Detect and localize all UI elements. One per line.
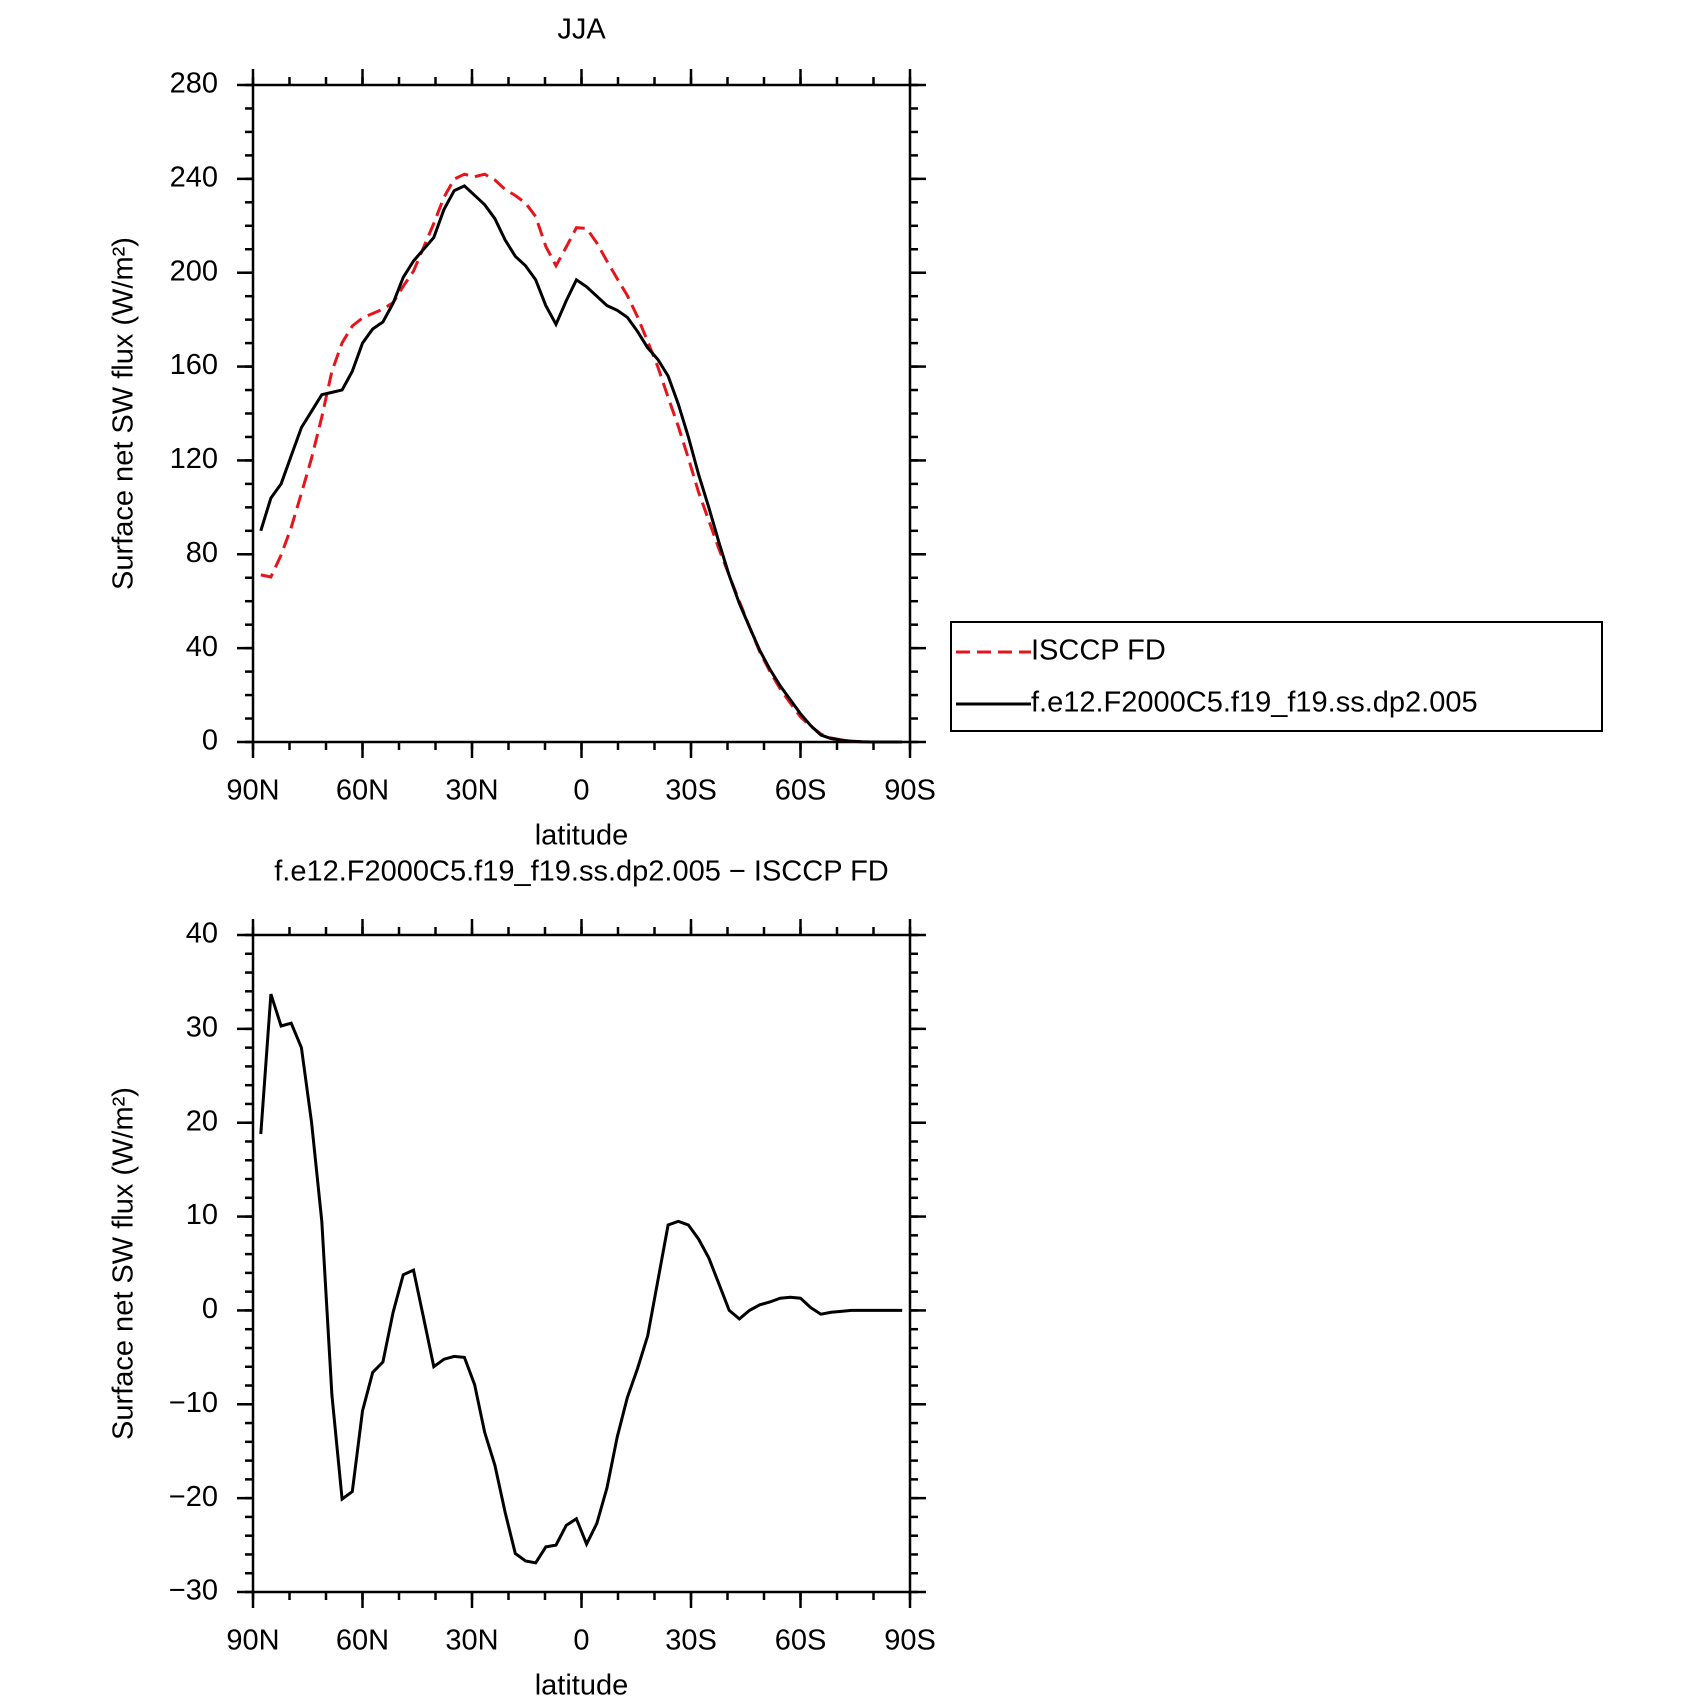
chart-title: f.e12.F2000C5.f19_f19.ss.dp2.005 − ISCCP…	[274, 856, 888, 888]
y-tick-label: 240	[170, 162, 218, 194]
y-tick-label: −10	[169, 1387, 218, 1419]
x-tick-label: 60N	[336, 1625, 389, 1657]
y-tick-label: 0	[202, 725, 218, 757]
y-tick-label: 200	[170, 255, 218, 287]
legend-box	[950, 621, 1603, 732]
x-tick-label: 90N	[226, 775, 279, 807]
y-tick-label: 80	[186, 537, 218, 569]
x-axis-label: latitude	[535, 820, 629, 852]
y-tick-label: 30	[186, 1012, 218, 1044]
y-tick-label: 160	[170, 349, 218, 381]
y-tick-label: 40	[186, 631, 218, 663]
x-tick-label: 30N	[445, 1625, 498, 1657]
y-tick-label: 120	[170, 443, 218, 475]
y-tick-label: 0	[202, 1293, 218, 1325]
x-tick-label: 60S	[775, 1625, 827, 1657]
y-axis-label: Surface net SW flux (W/m²)	[108, 1087, 140, 1440]
x-tick-label: 30N	[445, 775, 498, 807]
series-line	[259, 993, 903, 1565]
legend-label: f.e12.F2000C5.f19_f19.ss.dp2.005	[1031, 687, 1478, 719]
chart-title: JJA	[557, 14, 606, 46]
series-line	[260, 172, 903, 744]
x-tick-label: 60S	[775, 775, 827, 807]
x-axis-label: latitude	[535, 1670, 629, 1702]
x-tick-label: 0	[573, 1625, 589, 1657]
legend-label: ISCCP FD	[1031, 635, 1166, 667]
series-line	[259, 184, 903, 744]
x-tick-label: 0	[573, 775, 589, 807]
x-tick-label: 90S	[884, 1625, 936, 1657]
y-axis-label: Surface net SW flux (W/m²)	[108, 237, 140, 590]
y-tick-label: −20	[169, 1481, 218, 1513]
x-tick-label: 60N	[336, 775, 389, 807]
y-tick-label: −30	[169, 1575, 218, 1607]
y-tick-label: 20	[186, 1105, 218, 1137]
y-tick-label: 10	[186, 1199, 218, 1231]
x-tick-label: 30S	[665, 775, 717, 807]
y-tick-label: 280	[170, 68, 218, 100]
x-tick-label: 90S	[884, 775, 936, 807]
plot-frame	[251, 933, 912, 1594]
x-tick-label: 30S	[665, 1625, 717, 1657]
y-tick-label: 40	[186, 918, 218, 950]
plot-frame	[251, 83, 912, 744]
x-tick-label: 90N	[226, 1625, 279, 1657]
